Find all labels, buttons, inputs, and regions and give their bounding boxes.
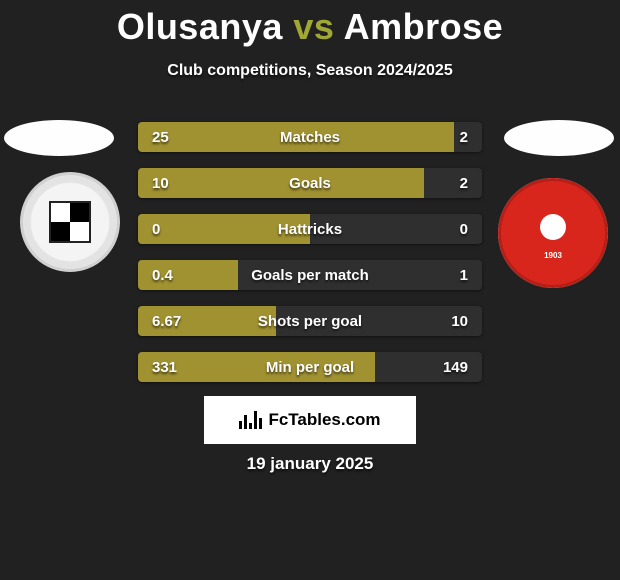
stat-row: 6.6710Shots per goal xyxy=(138,306,482,336)
vs-text: vs xyxy=(293,6,334,47)
stat-left-value: 331 xyxy=(138,352,191,382)
player1-name: Olusanya xyxy=(117,6,283,47)
stat-right-value: 1 xyxy=(446,260,482,290)
attribution-badge: FcTables.com xyxy=(204,396,416,444)
stat-bar-left xyxy=(138,122,454,152)
player2-name: Ambrose xyxy=(344,6,504,47)
stat-right-value: 2 xyxy=(446,168,482,198)
stat-left-value: 6.67 xyxy=(138,306,195,336)
stat-row: 102Goals xyxy=(138,168,482,198)
stat-right-value: 10 xyxy=(437,306,482,336)
stat-row: 00Hattricks xyxy=(138,214,482,244)
stat-rows: 252Matches102Goals00Hattricks0.41Goals p… xyxy=(138,122,482,398)
stat-right-value: 2 xyxy=(446,122,482,152)
player1-photo-placeholder xyxy=(4,120,114,156)
subtitle: Club competitions, Season 2024/2025 xyxy=(0,62,620,80)
stat-right-value: 0 xyxy=(446,214,482,244)
club-badge-right: 1903 xyxy=(498,178,608,288)
stat-left-value: 0.4 xyxy=(138,260,187,290)
bars-icon xyxy=(239,411,262,429)
stat-row: 252Matches xyxy=(138,122,482,152)
comparison-title: Olusanya vs Ambrose xyxy=(0,0,620,48)
stmirren-check-icon xyxy=(49,201,91,243)
stat-row: 0.41Goals per match xyxy=(138,260,482,290)
stat-row: 331149Min per goal xyxy=(138,352,482,382)
date-text: 19 january 2025 xyxy=(0,454,620,474)
stat-left-value: 25 xyxy=(138,122,183,152)
ball-icon xyxy=(540,214,566,240)
attribution-text: FcTables.com xyxy=(268,410,380,430)
club-badge-left xyxy=(20,172,120,272)
aberdeen-year: 1903 xyxy=(544,251,562,260)
stat-left-value: 10 xyxy=(138,168,183,198)
stat-left-value: 0 xyxy=(138,214,174,244)
player2-photo-placeholder xyxy=(504,120,614,156)
stat-right-value: 149 xyxy=(429,352,482,382)
